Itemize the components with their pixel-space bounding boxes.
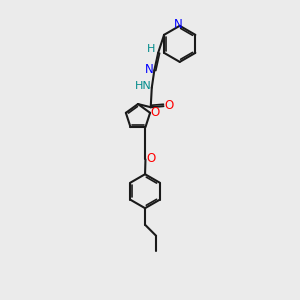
Text: H: H — [146, 44, 155, 54]
Text: N: N — [174, 18, 183, 31]
Text: O: O — [150, 106, 159, 119]
Text: O: O — [146, 152, 156, 165]
Text: N: N — [145, 63, 154, 76]
Text: O: O — [164, 99, 173, 112]
Text: HN: HN — [135, 81, 152, 91]
